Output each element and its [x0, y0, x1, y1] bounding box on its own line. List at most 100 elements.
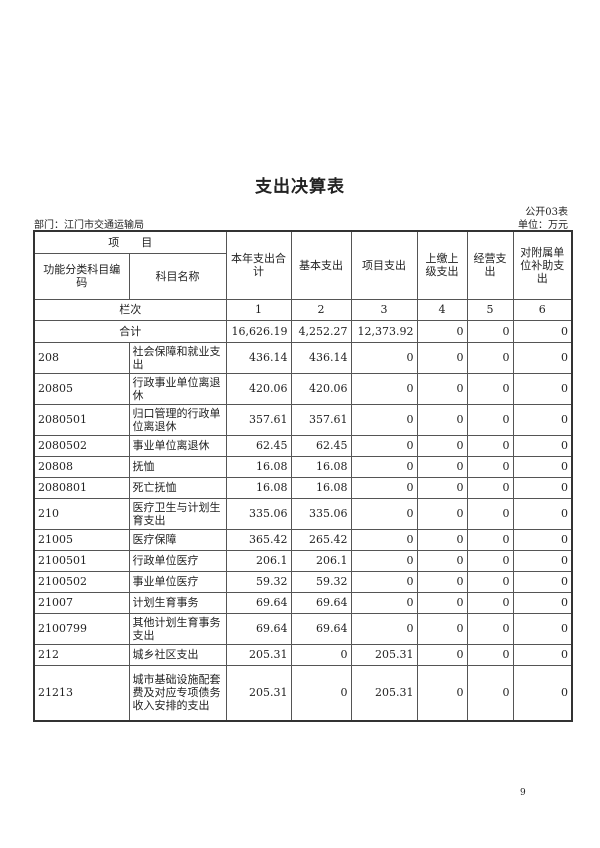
cell-code: 21213 — [33, 664, 130, 722]
header-item: 项 目 — [33, 230, 227, 254]
cell-business: 0 — [466, 591, 514, 614]
cell-name: 医疗保障 — [128, 528, 227, 551]
cell-business: 0 — [466, 664, 514, 722]
table-row: 2080501 归口管理的行政单位离退休 357.61 357.61 0 0 0 0 — [33, 403, 573, 436]
cell-upper: 0 — [416, 319, 468, 343]
cell-basic: 62.45 — [290, 434, 352, 457]
cell-code: 2080501 — [33, 403, 130, 436]
cell-business: 0 — [466, 497, 514, 530]
cell-total: 335.06 — [225, 497, 292, 530]
cell-project: 0 — [350, 591, 418, 614]
cell-total: 365.42 — [225, 528, 292, 551]
col-num: 3 — [350, 298, 418, 321]
cell-project: 12,373.92 — [350, 319, 418, 343]
table-row: 208 社会保障和就业支出 436.14 436.14 0 0 0 0 — [33, 341, 573, 374]
cell-project: 0 — [350, 372, 418, 405]
col-num: 2 — [290, 298, 352, 321]
cell-basic: 357.61 — [290, 403, 352, 436]
cell-name: 死亡抚恤 — [128, 476, 227, 499]
cell-upper: 0 — [416, 476, 468, 499]
total-row: 合计 16,626.19 4,252.27 12,373.92 0 0 0 — [33, 319, 573, 343]
cell-business: 0 — [466, 434, 514, 457]
cell-name: 其他计划生育事务支出 — [128, 612, 227, 645]
header-basic: 基本支出 — [290, 230, 352, 300]
cell-basic: 59.32 — [290, 570, 352, 593]
lanci-label: 栏次 — [33, 298, 227, 321]
col-num: 5 — [466, 298, 514, 321]
cell-business: 0 — [466, 455, 514, 478]
cell-total: 16.08 — [225, 455, 292, 478]
cell-name: 行政单位医疗 — [128, 549, 227, 572]
cell-total: 206.1 — [225, 549, 292, 572]
cell-total: 16.08 — [225, 476, 292, 499]
cell-subsidy: 0 — [512, 341, 573, 374]
cell-basic: 420.06 — [290, 372, 352, 405]
cell-business: 0 — [466, 528, 514, 551]
cell-name: 计划生育事务 — [128, 591, 227, 614]
cell-subsidy: 0 — [512, 455, 573, 478]
cell-basic: 436.14 — [290, 341, 352, 374]
cell-subsidy: 0 — [512, 643, 573, 666]
cell-code: 20808 — [33, 455, 130, 478]
cell-upper: 0 — [416, 455, 468, 478]
cell-upper: 0 — [416, 497, 468, 530]
header-row: 项 目 本年支出合计 基本支出 项目支出 上缴上级支出 经营支出 对附属单位补助… — [33, 230, 573, 300]
header-name: 科目名称 — [128, 252, 227, 300]
cell-basic: 69.64 — [290, 612, 352, 645]
cell-total: 69.64 — [225, 591, 292, 614]
cell-business: 0 — [466, 341, 514, 374]
cell-subsidy: 0 — [512, 591, 573, 614]
cell-basic: 265.42 — [290, 528, 352, 551]
cell-project: 0 — [350, 403, 418, 436]
cell-name: 城市基础设施配套费及对应专项债务收入安排的支出 — [128, 664, 227, 722]
cell-name: 行政事业单位离退休 — [128, 372, 227, 405]
col-num: 4 — [416, 298, 468, 321]
cell-code: 21005 — [33, 528, 130, 551]
cell-upper: 0 — [416, 591, 468, 614]
cell-basic: 16.08 — [290, 476, 352, 499]
cell-business: 0 — [466, 549, 514, 572]
cell-project: 205.31 — [350, 643, 418, 666]
cell-code: 2080801 — [33, 476, 130, 499]
header-total: 本年支出合计 — [225, 230, 292, 300]
table-row: 2080801 死亡抚恤 16.08 16.08 0 0 0 0 — [33, 476, 573, 499]
cell-business: 0 — [466, 612, 514, 645]
cell-subsidy: 0 — [512, 476, 573, 499]
header-subsidy: 对附属单位补助支出 — [512, 230, 573, 300]
cell-code: 208 — [33, 341, 130, 374]
cell-name: 抚恤 — [128, 455, 227, 478]
cell-basic: 206.1 — [290, 549, 352, 572]
cell-business: 0 — [466, 476, 514, 499]
cell-project: 0 — [350, 570, 418, 593]
cell-subsidy: 0 — [512, 528, 573, 551]
total-label: 合计 — [33, 319, 227, 343]
cell-subsidy: 0 — [512, 372, 573, 405]
cell-project: 0 — [350, 434, 418, 457]
cell-project: 0 — [350, 476, 418, 499]
cell-code: 20805 — [33, 372, 130, 405]
header-business: 经营支出 — [466, 230, 514, 300]
cell-code: 21007 — [33, 591, 130, 614]
cell-name: 城乡社区支出 — [128, 643, 227, 666]
cell-project: 205.31 — [350, 664, 418, 722]
cell-total: 16,626.19 — [225, 319, 292, 343]
cell-name: 社会保障和就业支出 — [128, 341, 227, 374]
cell-name: 事业单位离退休 — [128, 434, 227, 457]
cell-subsidy: 0 — [512, 319, 573, 343]
header-row: 功能分类科目编码 科目名称 — [33, 252, 572, 300]
cell-basic: 16.08 — [290, 455, 352, 478]
cell-name: 归口管理的行政单位离退休 — [128, 403, 227, 436]
cell-total: 205.31 — [225, 643, 292, 666]
cell-project: 0 — [350, 549, 418, 572]
table-row: 21213 城市基础设施配套费及对应专项债务收入安排的支出 205.31 0 205.3… — [33, 664, 573, 722]
table-row: 20805 行政事业单位离退休 420.06 420.06 0 0 0 0 — [33, 372, 573, 405]
cell-basic: 0 — [290, 664, 352, 722]
cell-code: 2100501 — [33, 549, 130, 572]
cell-upper: 0 — [416, 643, 468, 666]
col-num: 6 — [512, 298, 573, 321]
cell-business: 0 — [466, 372, 514, 405]
table-row: 2080502 事业单位离退休 62.45 62.45 0 0 0 0 — [33, 434, 573, 457]
cell-project: 0 — [350, 455, 418, 478]
cell-upper: 0 — [416, 341, 468, 374]
